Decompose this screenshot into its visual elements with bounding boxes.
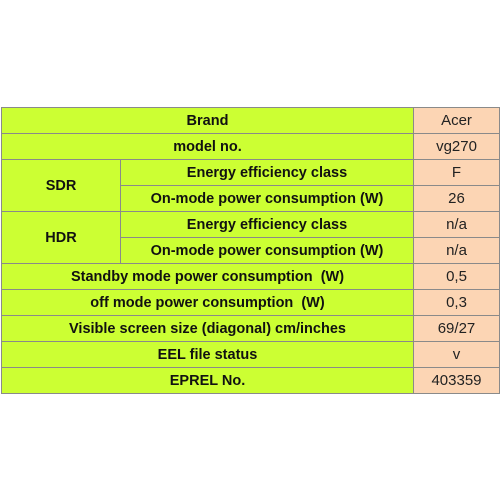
row-label: Energy efficiency class: [120, 211, 414, 238]
group-label: SDR: [1, 159, 121, 212]
table-row: On-mode power consumption (W) 26: [2, 185, 500, 212]
row-label: EPREL No.: [1, 367, 414, 394]
row-value: vg270: [413, 133, 500, 160]
row-value: n/a: [413, 237, 500, 264]
table-row: On-mode power consumption (W) n/a: [2, 237, 500, 264]
row-label: Standby mode power consumption (W): [1, 263, 414, 290]
row-label: Brand: [1, 107, 414, 134]
row-value: F: [413, 159, 500, 186]
row-value: n/a: [413, 211, 500, 238]
row-label: On-mode power consumption (W): [120, 185, 414, 212]
table-body: Brand Acer model no. vg270 SDR Energy efficie…: [1, 107, 500, 394]
row-value: Acer: [413, 107, 500, 134]
row-value: 69/27: [413, 315, 500, 342]
table-row: EEL file status v: [1, 341, 500, 368]
row-value: 0,3: [413, 289, 500, 316]
table-row: Brand Acer: [1, 107, 500, 134]
spec-table: Brand Acer model no. vg270 SDR Energy efficie…: [1, 107, 500, 394]
row-label: Visible screen size (diagonal) cm/inches: [1, 315, 414, 342]
row-label: On-mode power consumption (W): [120, 237, 414, 264]
row-value: v: [413, 341, 500, 368]
row-value: 403359: [413, 367, 500, 394]
table-row: EPREL No. 403359: [1, 367, 500, 394]
row-label: off mode power consumption (W): [1, 289, 414, 316]
row-label: EEL file status: [1, 341, 414, 368]
table-row: SDR Energy efficiency class F: [1, 159, 500, 212]
table-row: Visible screen size (diagonal) cm/inches…: [1, 315, 500, 342]
table-row: HDR Energy efficiency class n/a: [1, 211, 500, 264]
row-value: 26: [413, 185, 500, 212]
row-label: model no.: [1, 133, 414, 160]
row-label: Energy efficiency class: [120, 159, 414, 186]
row-value: 0,5: [413, 263, 500, 290]
table-row: Standby mode power consumption (W) 0,5: [1, 263, 500, 290]
group-label: HDR: [1, 211, 121, 264]
table-row: model no. vg270: [1, 133, 500, 160]
table-row: off mode power consumption (W) 0,3: [1, 289, 500, 316]
